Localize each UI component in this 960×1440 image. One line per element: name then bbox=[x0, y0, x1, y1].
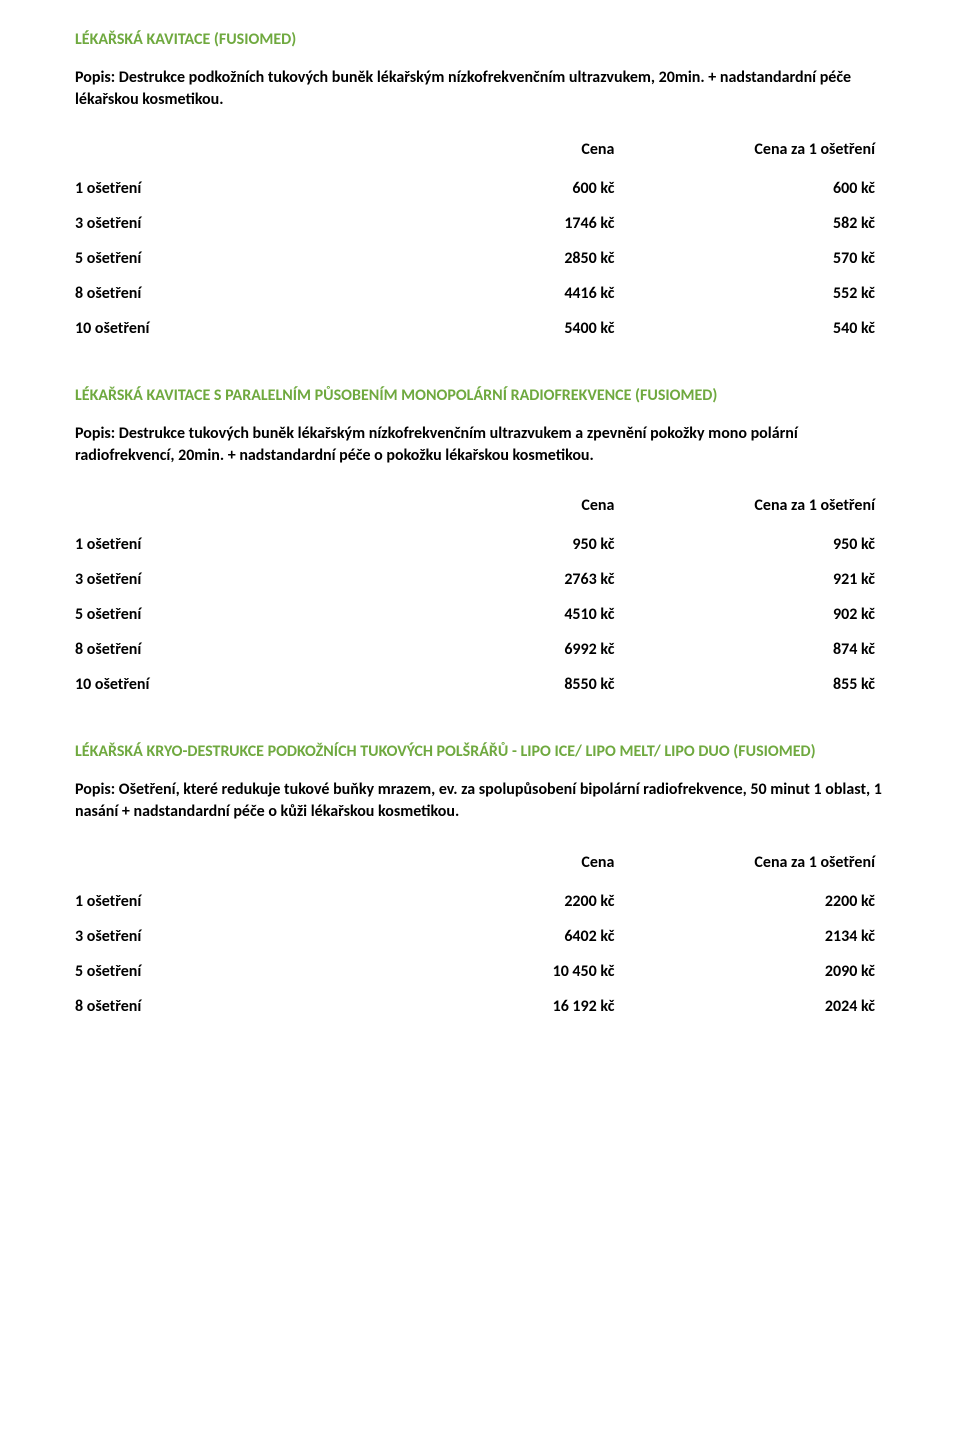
row-price: 16 192 kč bbox=[464, 989, 675, 1024]
table-row: 8 ošetření4416 kč552 kč bbox=[75, 276, 885, 311]
row-price: 6992 kč bbox=[464, 632, 675, 667]
table-row: 3 ošetření1746 kč582 kč bbox=[75, 206, 885, 241]
row-unit-price: 552 kč bbox=[674, 276, 885, 311]
table-row: 10 ošetření8550 kč855 kč bbox=[75, 667, 885, 702]
row-unit-price: 540 kč bbox=[674, 311, 885, 346]
row-label: 1 ošetření bbox=[75, 527, 464, 562]
row-price: 950 kč bbox=[464, 527, 675, 562]
table-row: 5 ošetření4510 kč902 kč bbox=[75, 597, 885, 632]
row-price: 5400 kč bbox=[464, 311, 675, 346]
price-section: LÉKAŘSKÁ KAVITACE S PARALELNÍM PŮSOBENÍM… bbox=[75, 386, 885, 702]
row-unit-price: 600 kč bbox=[674, 171, 885, 206]
row-label: 10 ošetření bbox=[75, 667, 464, 702]
row-unit-price: 2200 kč bbox=[674, 884, 885, 919]
row-price: 2200 kč bbox=[464, 884, 675, 919]
row-price: 600 kč bbox=[464, 171, 675, 206]
table-row: 3 ošetření2763 kč921 kč bbox=[75, 562, 885, 597]
header-unit-price: Cena za 1 ošetření bbox=[674, 488, 885, 527]
header-unit-price: Cena za 1 ošetření bbox=[674, 845, 885, 884]
row-unit-price: 570 kč bbox=[674, 241, 885, 276]
table-row: 10 ošetření5400 kč540 kč bbox=[75, 311, 885, 346]
row-label: 8 ošetření bbox=[75, 632, 464, 667]
table-header-row: CenaCena za 1 ošetření bbox=[75, 488, 885, 527]
row-label: 3 ošetření bbox=[75, 562, 464, 597]
document-root: LÉKAŘSKÁ KAVITACE (FUSIOMED) Popis: Destr… bbox=[75, 30, 885, 1024]
row-unit-price: 921 kč bbox=[674, 562, 885, 597]
section-description: Popis: Destrukce podkožních tukových bun… bbox=[75, 67, 885, 110]
price-table: CenaCena za 1 ošetření1 ošetření950 kč95… bbox=[75, 488, 885, 702]
table-row: 1 ošetření2200 kč2200 kč bbox=[75, 884, 885, 919]
price-section: LÉKAŘSKÁ KAVITACE (FUSIOMED) Popis: Destr… bbox=[75, 30, 885, 346]
table-row: 1 ošetření950 kč950 kč bbox=[75, 527, 885, 562]
row-label: 8 ošetření bbox=[75, 276, 464, 311]
row-price: 8550 kč bbox=[464, 667, 675, 702]
table-header-row: CenaCena za 1 ošetření bbox=[75, 132, 885, 171]
header-price: Cena bbox=[464, 845, 675, 884]
row-unit-price: 2134 kč bbox=[674, 919, 885, 954]
table-header-row: CenaCena za 1 ošetření bbox=[75, 845, 885, 884]
row-unit-price: 2090 kč bbox=[674, 954, 885, 989]
row-label: 3 ošetření bbox=[75, 206, 464, 241]
table-row: 5 ošetření10 450 kč2090 kč bbox=[75, 954, 885, 989]
table-row: 8 ošetření16 192 kč2024 kč bbox=[75, 989, 885, 1024]
row-price: 2763 kč bbox=[464, 562, 675, 597]
table-row: 3 ošetření6402 kč2134 kč bbox=[75, 919, 885, 954]
section-title: LÉKAŘSKÁ KAVITACE S PARALELNÍM PŮSOBENÍM… bbox=[75, 386, 885, 405]
row-label: 1 ošetření bbox=[75, 171, 464, 206]
row-price: 4510 kč bbox=[464, 597, 675, 632]
price-section: LÉKAŘSKÁ KRYO-DESTRUKCE PODKOŽNÍCH TUKOV… bbox=[75, 742, 885, 1023]
row-label: 5 ošetření bbox=[75, 597, 464, 632]
header-price: Cena bbox=[464, 488, 675, 527]
row-unit-price: 902 kč bbox=[674, 597, 885, 632]
row-label: 5 ošetření bbox=[75, 241, 464, 276]
row-unit-price: 2024 kč bbox=[674, 989, 885, 1024]
row-price: 4416 kč bbox=[464, 276, 675, 311]
row-label: 10 ošetření bbox=[75, 311, 464, 346]
row-label: 5 ošetření bbox=[75, 954, 464, 989]
row-price: 2850 kč bbox=[464, 241, 675, 276]
header-unit-price: Cena za 1 ošetření bbox=[674, 132, 885, 171]
price-table: CenaCena za 1 ošetření1 ošetření2200 kč2… bbox=[75, 845, 885, 1024]
row-label: 1 ošetření bbox=[75, 884, 464, 919]
row-unit-price: 874 kč bbox=[674, 632, 885, 667]
price-table: CenaCena za 1 ošetření1 ošetření600 kč60… bbox=[75, 132, 885, 346]
section-description: Popis: Ošetření, které redukuje tukové b… bbox=[75, 779, 885, 822]
row-price: 10 450 kč bbox=[464, 954, 675, 989]
header-price: Cena bbox=[464, 132, 675, 171]
row-label: 3 ošetření bbox=[75, 919, 464, 954]
table-row: 8 ošetření6992 kč874 kč bbox=[75, 632, 885, 667]
section-title: LÉKAŘSKÁ KAVITACE (FUSIOMED) bbox=[75, 30, 885, 49]
row-unit-price: 855 kč bbox=[674, 667, 885, 702]
header-empty bbox=[75, 845, 464, 884]
table-row: 5 ošetření2850 kč570 kč bbox=[75, 241, 885, 276]
section-title: LÉKAŘSKÁ KRYO-DESTRUKCE PODKOŽNÍCH TUKOV… bbox=[75, 742, 885, 761]
row-price: 1746 kč bbox=[464, 206, 675, 241]
row-label: 8 ošetření bbox=[75, 989, 464, 1024]
header-empty bbox=[75, 488, 464, 527]
row-unit-price: 950 kč bbox=[674, 527, 885, 562]
table-row: 1 ošetření600 kč600 kč bbox=[75, 171, 885, 206]
section-description: Popis: Destrukce tukových buněk lékařský… bbox=[75, 423, 885, 466]
row-unit-price: 582 kč bbox=[674, 206, 885, 241]
row-price: 6402 kč bbox=[464, 919, 675, 954]
header-empty bbox=[75, 132, 464, 171]
